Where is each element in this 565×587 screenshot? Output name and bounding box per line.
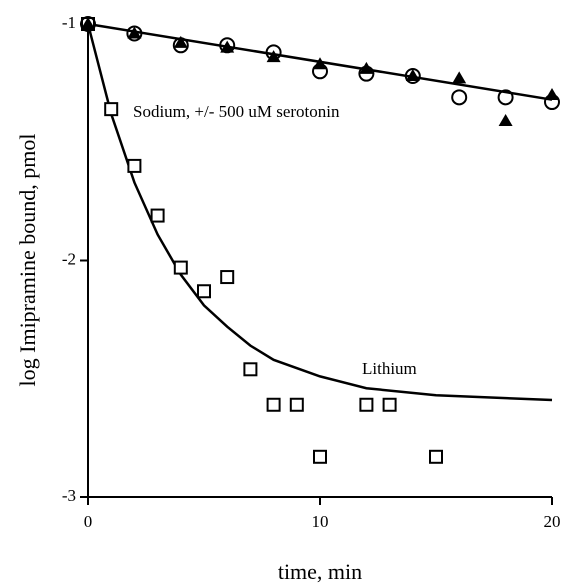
triangle-point — [173, 35, 188, 48]
triangle-point — [452, 71, 467, 84]
triangle-point — [266, 50, 281, 63]
x-tick-label: 10 — [312, 512, 329, 531]
triangle-point — [405, 69, 420, 82]
triangle-point — [313, 57, 327, 70]
square-point — [127, 158, 142, 173]
square-point — [104, 102, 119, 117]
y-tick-label: -1 — [62, 13, 76, 32]
square-point — [313, 449, 327, 464]
circle-point — [451, 89, 468, 106]
fit-line — [86, 23, 553, 402]
y-tick-label: -3 — [62, 486, 76, 505]
square-point — [429, 449, 443, 464]
x-tick-label: 20 — [544, 512, 561, 531]
square-point — [289, 397, 304, 412]
triangle-point — [81, 17, 95, 29]
triangle-point — [220, 40, 235, 53]
annotation: Sodium, +/- 500 uM serotonin — [133, 102, 340, 121]
x-tick-label: 0 — [84, 512, 93, 531]
annotation: Lithium — [362, 359, 417, 378]
triangle-point — [127, 26, 142, 39]
triangle-point — [359, 61, 374, 74]
square-point — [266, 397, 281, 412]
square-point — [197, 284, 211, 299]
triangle-point — [545, 87, 559, 100]
circle-point — [497, 89, 514, 106]
square-point — [150, 208, 165, 223]
triangle-point — [498, 113, 513, 126]
square-point — [243, 362, 258, 377]
y-axis-title: log Imipramine bound, pmol — [15, 134, 40, 387]
square-point — [359, 397, 374, 412]
square-point — [220, 270, 235, 285]
square-point — [382, 397, 397, 412]
x-axis-title: time, min — [278, 559, 362, 584]
square-point — [173, 260, 188, 275]
y-tick-label: -2 — [62, 249, 76, 268]
